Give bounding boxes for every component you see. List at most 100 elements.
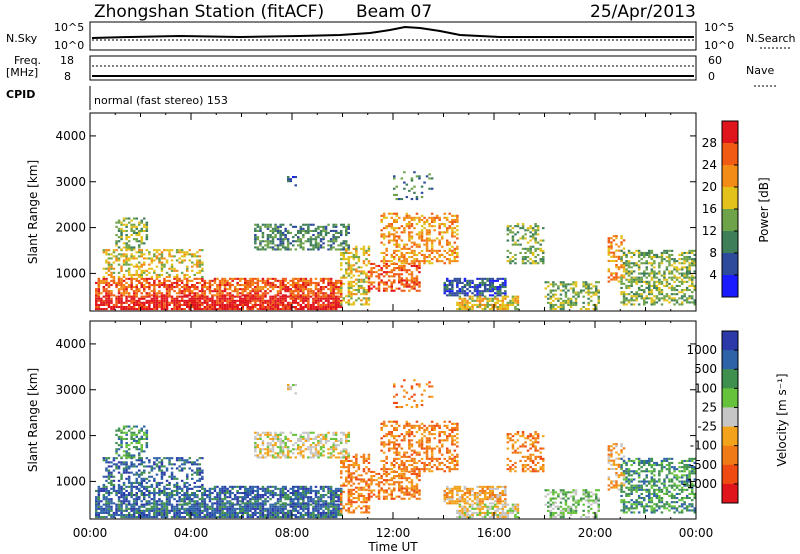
heatmap-cell bbox=[102, 498, 106, 501]
heatmap-cell bbox=[405, 258, 409, 261]
heatmap-cell bbox=[239, 277, 242, 280]
heatmap-cell bbox=[138, 251, 141, 254]
heatmap-cell bbox=[382, 283, 386, 286]
heatmap-cell bbox=[367, 289, 371, 292]
heatmap-cell bbox=[410, 223, 414, 226]
heatmap-cell bbox=[352, 264, 356, 267]
heatmap-cell bbox=[218, 511, 222, 514]
heatmap-cell bbox=[579, 308, 583, 311]
heatmap-cell bbox=[130, 494, 133, 497]
heatmap-cell bbox=[160, 514, 164, 517]
heatmap-cell bbox=[653, 286, 656, 289]
heatmap-cell bbox=[279, 509, 282, 512]
heatmap-cell bbox=[607, 268, 611, 271]
heatmap-cell bbox=[403, 262, 406, 265]
heatmap-cell bbox=[342, 282, 345, 285]
heatmap-cell bbox=[97, 492, 101, 495]
heatmap-cell bbox=[201, 509, 204, 512]
heatmap-cell bbox=[281, 487, 285, 490]
heatmap-cell bbox=[304, 297, 308, 300]
heatmap-cell bbox=[180, 303, 184, 306]
heatmap-cell bbox=[193, 500, 196, 503]
heatmap-cell bbox=[481, 277, 484, 280]
heatmap-cell bbox=[138, 463, 141, 466]
heatmap-cell bbox=[132, 292, 136, 295]
heatmap-cell bbox=[201, 263, 204, 266]
heatmap-cell bbox=[496, 301, 499, 304]
heatmap-cell bbox=[625, 284, 628, 287]
heatmap-cell bbox=[463, 294, 467, 297]
heatmap-cell bbox=[183, 308, 186, 311]
heatmap-cell bbox=[453, 231, 457, 234]
heatmap-cell bbox=[410, 271, 414, 274]
heatmap-cell bbox=[155, 284, 159, 287]
heatmap-cell bbox=[145, 509, 149, 512]
heatmap-cell bbox=[655, 253, 659, 256]
heatmap-cell bbox=[105, 505, 108, 508]
heatmap-cell bbox=[458, 288, 462, 291]
heatmap-cell bbox=[683, 272, 686, 275]
heatmap-cell bbox=[504, 303, 507, 306]
heatmap-cell bbox=[415, 243, 419, 246]
heatmap-cell bbox=[249, 485, 252, 488]
heatmap-cell bbox=[322, 242, 325, 245]
heatmap-cell bbox=[506, 225, 510, 228]
heatmap-cell bbox=[327, 299, 330, 302]
heatmap-cell bbox=[337, 494, 340, 497]
heatmap-cell bbox=[577, 291, 580, 294]
heatmap-cell bbox=[595, 306, 598, 309]
heatmap-cell bbox=[435, 258, 439, 261]
heatmap-cell bbox=[97, 516, 101, 519]
heatmap-cell bbox=[160, 489, 164, 492]
heatmap-cell bbox=[491, 297, 494, 300]
heatmap-cell bbox=[352, 301, 356, 304]
heatmap-cell bbox=[327, 503, 330, 506]
heatmap-cell bbox=[233, 301, 237, 304]
heatmap-cell bbox=[627, 260, 631, 263]
heatmap-cell bbox=[398, 264, 401, 267]
heatmap-cell bbox=[340, 507, 343, 510]
heatmap-cell bbox=[173, 277, 176, 280]
heatmap-cell bbox=[228, 301, 232, 304]
heatmap-cell bbox=[107, 265, 111, 268]
heatmap-cell bbox=[284, 294, 287, 297]
heatmap-cell bbox=[148, 509, 151, 512]
heatmap-cell bbox=[428, 249, 431, 252]
heatmap-cell bbox=[281, 286, 285, 289]
heatmap-cell bbox=[180, 487, 184, 490]
heatmap-cell bbox=[478, 281, 482, 284]
heatmap-cell bbox=[309, 279, 313, 282]
heatmap-cell bbox=[362, 253, 366, 256]
heatmap-cell bbox=[188, 516, 191, 519]
heatmap-cell bbox=[117, 483, 121, 486]
heatmap-cell bbox=[145, 503, 149, 506]
heatmap-cell bbox=[206, 489, 209, 492]
heatmap-cell bbox=[519, 251, 522, 254]
heatmap-cell bbox=[643, 274, 646, 277]
heatmap-cell bbox=[112, 279, 116, 282]
heatmap-cell bbox=[105, 500, 108, 503]
heatmap-cell bbox=[274, 236, 277, 239]
heatmap-cell bbox=[393, 273, 396, 276]
heatmap-cell bbox=[279, 295, 282, 298]
heatmap-cell bbox=[653, 272, 656, 275]
heatmap-cell bbox=[663, 258, 666, 261]
heatmap-cell bbox=[393, 235, 396, 238]
heatmap-cell bbox=[304, 286, 308, 289]
heatmap-cell bbox=[491, 303, 494, 306]
heatmap-cell bbox=[135, 500, 138, 503]
heatmap-cell bbox=[322, 485, 325, 488]
heatmap-cell bbox=[143, 494, 146, 497]
heatmap-cell bbox=[122, 242, 126, 245]
heatmap-cell bbox=[382, 271, 386, 274]
heatmap-cell bbox=[536, 241, 540, 244]
heatmap-cell bbox=[372, 285, 376, 288]
heatmap-cell bbox=[259, 225, 262, 228]
heatmap-cell bbox=[228, 295, 232, 298]
heatmap-cell bbox=[186, 492, 189, 495]
heatmap-cell bbox=[418, 251, 421, 254]
heatmap-cell bbox=[643, 262, 646, 265]
heatmap-cell bbox=[143, 229, 146, 232]
heatmap-cell bbox=[473, 288, 477, 291]
